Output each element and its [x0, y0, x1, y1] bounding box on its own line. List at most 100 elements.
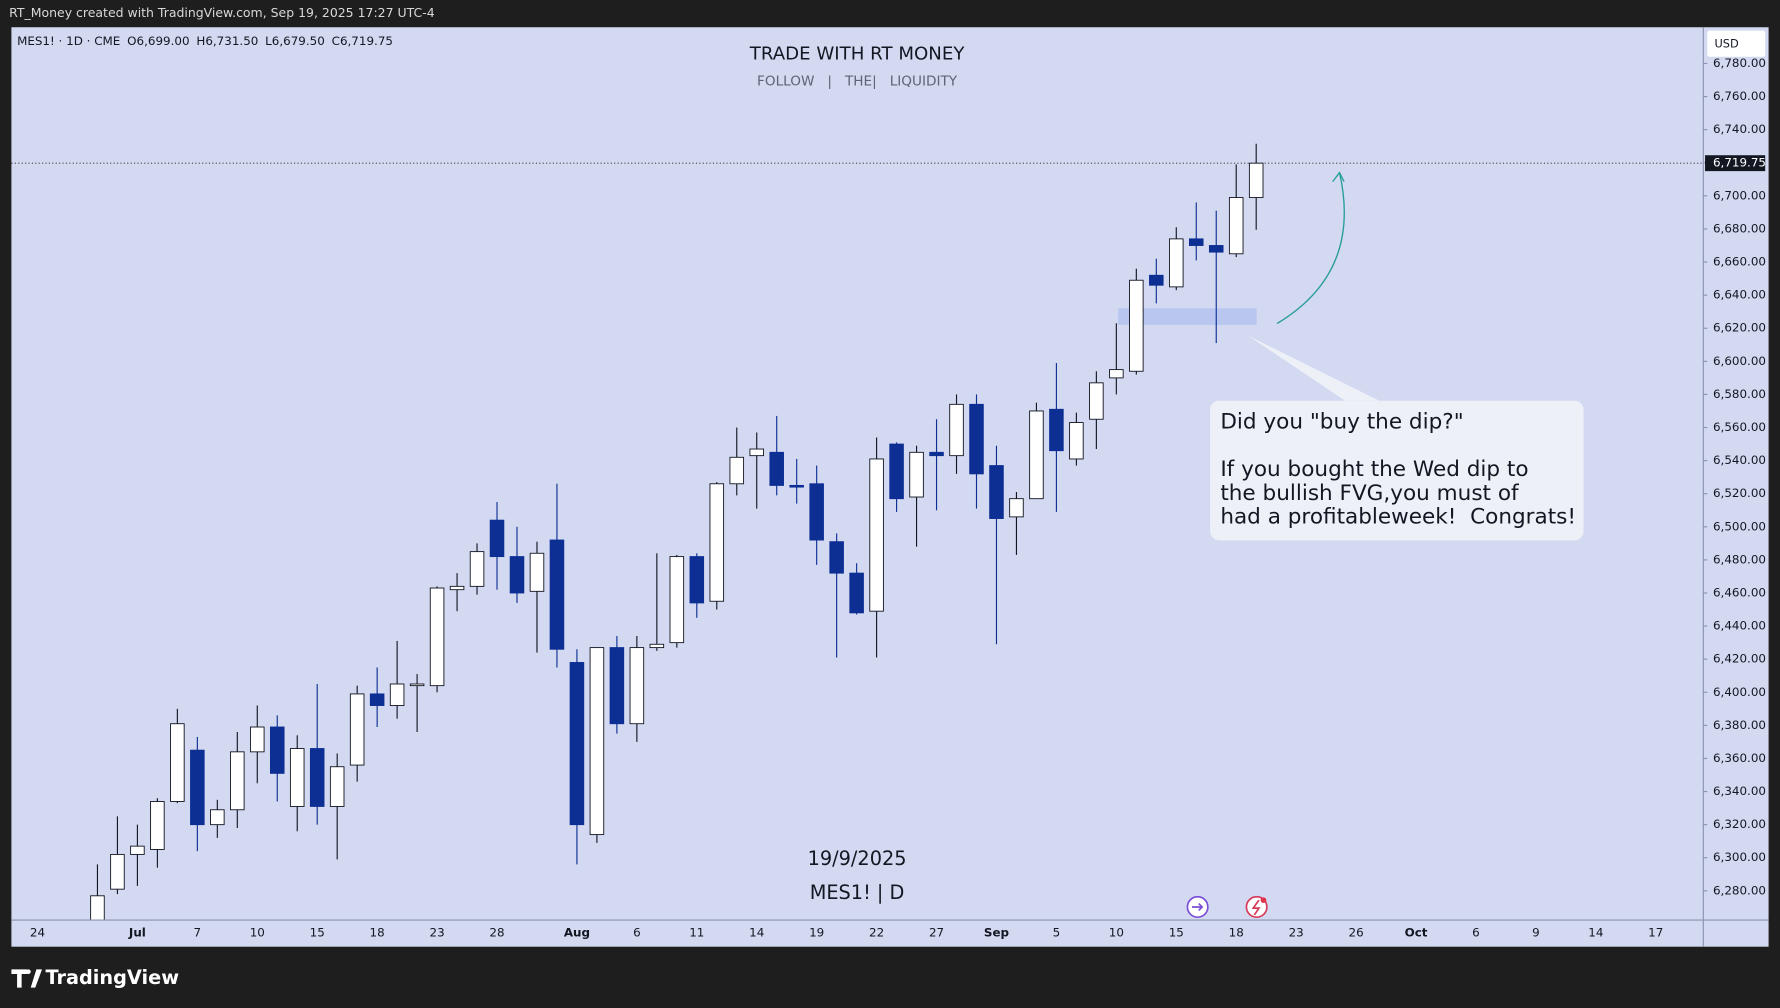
candle-body [1149, 274, 1164, 286]
y-tick-label: 6,300.00 [1713, 850, 1766, 864]
candle-body [749, 448, 764, 457]
candle-body [449, 585, 465, 591]
candle-body [609, 647, 625, 725]
y-tick-label: 6,320.00 [1713, 817, 1766, 831]
candle-body [809, 483, 824, 541]
y-tick-label: 6,600.00 [1713, 354, 1766, 368]
candle-body [689, 556, 705, 604]
y-tick-label: 6,440.00 [1713, 619, 1766, 633]
last-price-label: 6,719.75 [1713, 156, 1766, 170]
candle-body [389, 683, 405, 706]
currency-box[interactable] [1707, 30, 1766, 57]
y-tick-label: 6,420.00 [1713, 652, 1766, 666]
candle-body [269, 726, 285, 774]
candle-body [529, 552, 545, 592]
y-tick-label: 6,500.00 [1713, 519, 1766, 533]
candle-body [929, 451, 944, 457]
x-tick-label: 19 [809, 926, 824, 940]
y-tick-label: 6,360.00 [1713, 751, 1766, 765]
candle-body [329, 766, 345, 807]
candle-body [509, 556, 525, 594]
candle-body [409, 683, 425, 687]
chart-subtitle: FOLLOW | THE| LIQUIDITY [757, 74, 958, 90]
candle-body [629, 647, 645, 725]
y-tick-label: 6,620.00 [1713, 321, 1766, 335]
x-tick-label: 28 [489, 926, 504, 940]
x-tick-label: 17 [1648, 926, 1663, 940]
candle-body [669, 556, 685, 644]
callout-box [1210, 400, 1584, 541]
y-tick-label: 6,680.00 [1713, 221, 1766, 235]
brand-name[interactable]: TradingView [45, 966, 179, 989]
ohlc-close: C6,719.75 [332, 33, 393, 47]
candle-body [110, 853, 125, 890]
symbol: MES1! · 1D · CME [17, 33, 120, 47]
x-tick-label: Jul [128, 926, 146, 940]
candle-body [729, 456, 745, 485]
currency-label[interactable]: USD [1714, 36, 1739, 50]
candle-body [969, 403, 984, 475]
x-tick-label: 7 [194, 926, 202, 940]
y-tick-label: 6,580.00 [1713, 387, 1766, 401]
candle-body [1049, 408, 1064, 452]
candle-body [1248, 162, 1264, 198]
y-tick-label: 6,380.00 [1713, 718, 1766, 732]
candle-body [1169, 238, 1184, 288]
y-tick-label: 6,640.00 [1713, 288, 1766, 302]
x-tick-label: 26 [1349, 926, 1364, 940]
y-tick-label: 6,780.00 [1713, 56, 1766, 70]
x-tick-label: 27 [929, 926, 944, 940]
candle-body [1009, 498, 1024, 518]
notify-dot [1260, 897, 1267, 903]
callout-text: the bullish FVG,you must of [1220, 481, 1519, 506]
chart-title: TRADE WITH RT MONEY [749, 43, 966, 64]
arrow-head [1332, 171, 1345, 183]
candle-body [709, 483, 725, 602]
legend-readout: MES1! · 1D · CME O6,699.00 H6,731.50 L6,679… [17, 33, 393, 47]
x-tick-label: 14 [1588, 926, 1603, 940]
y-tick-label: 6,280.00 [1713, 883, 1766, 897]
ohlc-low: L6,679.50 [265, 33, 325, 47]
ohlc-open: O6,699.00 [127, 33, 189, 47]
y-tick-label: 6,560.00 [1713, 420, 1766, 434]
candle-body [769, 451, 784, 486]
candle-body [1089, 382, 1104, 420]
candle-body [469, 551, 485, 587]
fvg-zone [1118, 308, 1257, 325]
x-tick-label: 10 [250, 926, 265, 940]
x-tick-label: 18 [370, 926, 385, 940]
x-tick-label: 11 [689, 926, 704, 940]
watermark-date: 19/9/2025 [808, 847, 907, 870]
candle-body [989, 465, 1004, 519]
candle-body [1188, 238, 1204, 246]
candle-body [230, 751, 245, 811]
candle-body [849, 572, 864, 614]
y-tick-label: 6,520.00 [1713, 486, 1766, 500]
y-tick-label: 6,480.00 [1713, 552, 1766, 566]
y-tick-label: 6,340.00 [1713, 784, 1766, 798]
dividend-icon-glyph [1251, 899, 1261, 916]
candle-body [549, 539, 565, 650]
x-tick-label: 10 [1109, 926, 1124, 940]
x-tick-label: 23 [1289, 926, 1304, 940]
x-tick-label: Oct [1405, 926, 1428, 940]
candle-body [289, 748, 305, 807]
watermark-symbol: MES1! | D [810, 881, 905, 904]
brand-logo [11, 969, 43, 988]
curved-arrow [1276, 172, 1345, 325]
candle-body [829, 541, 844, 574]
candle-body [150, 801, 165, 850]
y-tick-label: 6,660.00 [1713, 255, 1766, 269]
x-tick-label: 23 [430, 926, 445, 940]
candle-body [210, 809, 225, 826]
y-tick-label: 6,540.00 [1713, 453, 1766, 467]
x-tick-label: Aug [564, 926, 590, 940]
y-tick-label: 6,700.00 [1713, 188, 1766, 202]
candle-body [429, 587, 445, 687]
callout-text: had a profitableweek! Congrats! [1220, 505, 1576, 530]
x-tick-label: 6 [633, 926, 641, 940]
candle-body [909, 451, 924, 498]
candle-body [1129, 279, 1144, 372]
candle-body [1208, 245, 1224, 253]
